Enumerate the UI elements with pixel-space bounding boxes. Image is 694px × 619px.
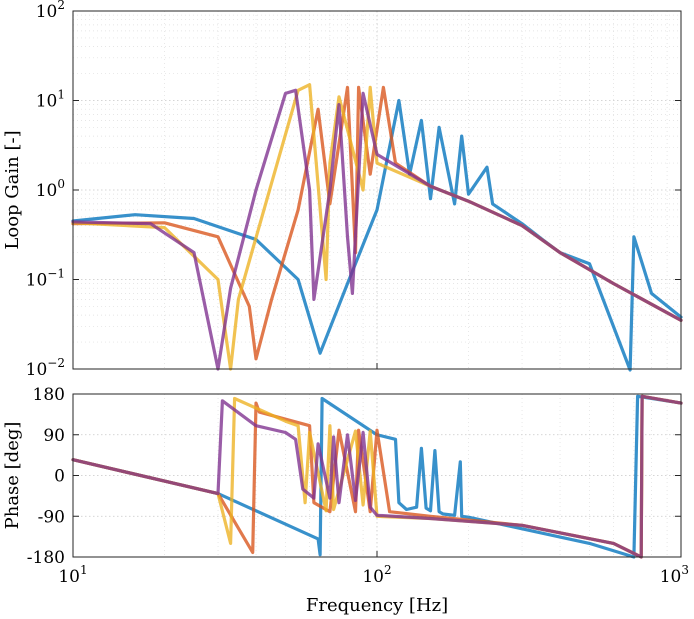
phase-x-tick-label: 102 — [362, 563, 391, 587]
phase-curves — [71, 394, 683, 559]
phase-y-tick-label: 90 — [43, 426, 65, 446]
phase-ticks: -180 -90 0 90 180 101 102 103 — [27, 385, 689, 587]
phase-y-tick-label: -90 — [38, 507, 65, 527]
magnitude-series-1-line — [71, 98, 683, 372]
magnitude-y-tick-label: 10−2 — [26, 356, 65, 380]
phase-series-3-line — [71, 394, 683, 559]
phase-series-2-line — [71, 394, 683, 559]
magnitude-y-axis-label: Loop Gain [-] — [2, 130, 23, 249]
phase-y-tick-label: -180 — [27, 548, 65, 568]
phase-panel: -180 -90 0 90 180 101 102 103 Phase [deg] Frequ… — [2, 385, 689, 616]
phase-x-tick-label: 101 — [58, 563, 87, 587]
phase-grid — [72, 393, 681, 558]
magnitude-y-tick-label: 102 — [36, 0, 65, 22]
phase-series-4-line — [71, 394, 683, 559]
magnitude-series-4-line — [71, 88, 683, 371]
magnitude-y-tick-label: 100 — [36, 177, 65, 201]
magnitude-grid — [72, 11, 681, 370]
phase-series-1-line — [71, 394, 683, 559]
phase-y-tick-label: 180 — [33, 385, 65, 405]
magnitude-ticks: 10−2 10−1 100 101 102 — [26, 0, 682, 380]
magnitude-panel: 10−2 10−1 100 101 102 Loop Gain [-] — [2, 0, 683, 380]
phase-y-tick-label: 0 — [54, 467, 65, 487]
magnitude-y-tick-label: 101 — [36, 88, 65, 112]
phase-y-axis-label: Phase [deg] — [2, 422, 23, 530]
x-axis-label: Frequency [Hz] — [306, 595, 448, 616]
phase-x-tick-label: 103 — [660, 563, 689, 587]
magnitude-y-tick-label: 10−1 — [26, 267, 65, 291]
magnitude-curves — [71, 83, 683, 372]
